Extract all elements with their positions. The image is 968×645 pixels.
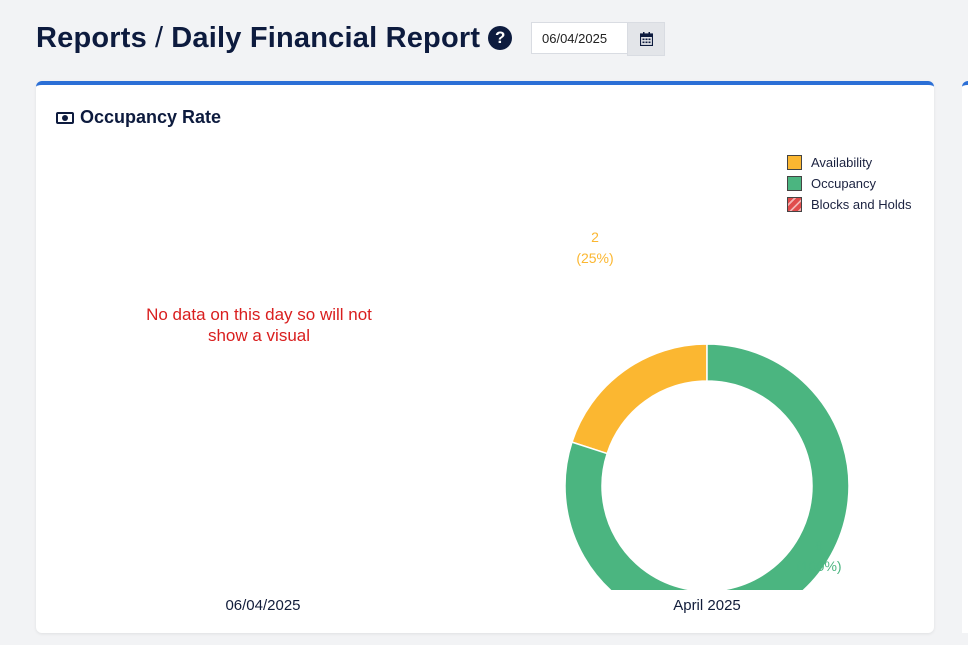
page-header: Reports / Daily Financial Report ? <box>36 18 513 58</box>
page-title: Reports / Daily Financial Report <box>36 22 480 55</box>
data-label-availability-percent: (25%) <box>576 250 613 266</box>
help-icon[interactable]: ? <box>488 26 513 50</box>
card-title-text: Occupancy Rate <box>80 107 222 127</box>
legend-item-blocks[interactable]: Blocks and Holds <box>787 194 911 215</box>
daily-chart-caption: 06/04/2025 <box>225 597 301 614</box>
breadcrumb-current: Daily Financial Report <box>171 21 481 54</box>
calendar-icon <box>639 32 653 46</box>
date-picker: 06/04/2025 <box>531 22 665 56</box>
date-input[interactable]: 06/04/2025 <box>531 22 627 54</box>
monthly-chart-caption: April 2025 <box>673 597 741 614</box>
data-label-occupancy-percent: (100%) <box>796 558 841 574</box>
legend-swatch-availability <box>787 155 802 170</box>
no-data-message: No data on this day so will not show a v… <box>146 305 372 345</box>
legend-swatch-occupancy <box>787 176 802 191</box>
legend-label: Availability <box>811 155 873 170</box>
chart-legend: Availability Occupancy Blocks and Holds <box>787 152 911 215</box>
occupancy-donut-chart: 2 (25%) 8 (100%) <box>564 229 850 590</box>
calendar-button[interactable] <box>627 22 665 56</box>
money-bill-icon <box>56 111 74 124</box>
legend-label: Blocks and Holds <box>811 197 912 212</box>
adjacent-card-edge <box>962 81 968 633</box>
occupancy-card: Occupancy Rate No data on this day so wi… <box>36 81 934 633</box>
breadcrumb-separator: / <box>154 21 164 54</box>
legend-item-occupancy[interactable]: Occupancy <box>787 173 911 194</box>
legend-swatch-blocks <box>787 197 802 212</box>
breadcrumb-root[interactable]: Reports <box>36 21 147 54</box>
donut-slice-availability[interactable] <box>571 343 708 455</box>
data-label-availability-value: 2 <box>591 229 599 245</box>
card-title: Occupancy Rate <box>56 107 221 128</box>
legend-label: Occupancy <box>811 176 877 191</box>
donut-slice-occupancy[interactable] <box>564 343 850 590</box>
legend-item-availability[interactable]: Availability <box>787 152 911 173</box>
data-label-occupancy-value: 8 <box>815 537 823 553</box>
